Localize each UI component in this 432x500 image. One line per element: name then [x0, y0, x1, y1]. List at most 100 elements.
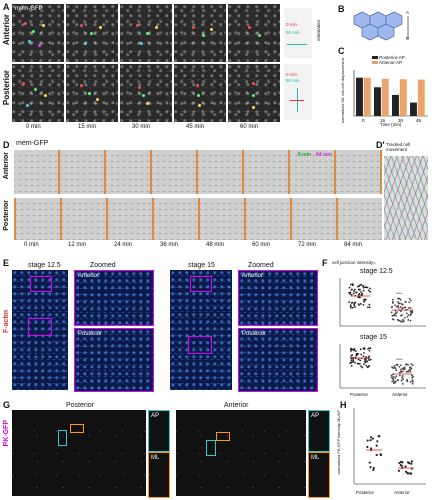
- f2-pt-1-47: [403, 368, 406, 371]
- d-time-7: 84 min: [344, 242, 363, 248]
- f1-pt-1-27: [400, 320, 403, 323]
- panel-a-row-anterior: Anterior: [2, 14, 11, 46]
- f1-pt-1-38: [408, 301, 411, 304]
- e-stage1-zoom-anterior: Anterior: [74, 270, 154, 326]
- f2-pt-1-17: [400, 379, 403, 382]
- f1-pt-1-53: [397, 302, 400, 305]
- f2-pt-0-52: [368, 347, 371, 350]
- g-posterior-inset-ml: ML: [148, 452, 170, 498]
- f1-pt-0-39: [364, 298, 367, 301]
- h-pt-1-13: [407, 472, 410, 475]
- f2-pt-1-11: [403, 366, 406, 369]
- f1-pt-0-15: [362, 289, 365, 292]
- f-stage2: stage 15: [360, 334, 387, 341]
- h-pt-0-5: [372, 468, 375, 471]
- f2-pt-0-29: [365, 355, 367, 358]
- f1-pt-0-40: [360, 283, 363, 286]
- f1-pt-1-9: [401, 318, 404, 321]
- f1-pt-1-25: [409, 314, 412, 317]
- f1-sig: ****: [396, 291, 403, 296]
- c-bar-1-2: [399, 79, 407, 116]
- f1-pt-0-34: [353, 288, 356, 291]
- f2-pt-0-41: [363, 347, 366, 350]
- f2-pt-0-5: [365, 364, 368, 367]
- f2-pt-1-35: [401, 375, 404, 377]
- h-pt-0-15: [369, 466, 372, 469]
- panel-b-hexagons: [353, 11, 409, 41]
- c-legend-1: Anterior-AP: [379, 60, 403, 65]
- f1-pt-1-37: [403, 306, 406, 309]
- f2-pt-0-63: [350, 359, 353, 362]
- f1-pt-0-21: [349, 305, 352, 308]
- f1-pt-0-30: [369, 290, 371, 293]
- f2-pt-0-50: [369, 358, 372, 361]
- f1-pt-1-46: [400, 310, 402, 313]
- c-bar-0-1: [374, 87, 381, 116]
- f1-pt-1-52: [401, 303, 404, 306]
- f1-pt-1-57: [398, 319, 401, 322]
- h-pt-0-3: [372, 466, 375, 470]
- d-time-5: 60 min: [252, 242, 271, 248]
- a-post-2: [120, 64, 172, 122]
- c-tick-1: 15: [380, 118, 386, 123]
- f1-pt-1-24: [401, 307, 403, 310]
- d-row-anterior: Anterior: [3, 152, 10, 180]
- panel-c-label: C: [338, 46, 345, 56]
- f1-pt-0-57: [349, 283, 352, 286]
- f1-pt-0-26: [351, 288, 353, 291]
- f1-pt-0-60: [358, 284, 361, 287]
- f2-pt-1-32: [411, 380, 414, 383]
- c-legend: Posterior-AP Anterior-AP: [372, 55, 405, 65]
- f2-pt-0-67: [352, 359, 355, 362]
- d-legend-0: 0 min: [298, 152, 312, 158]
- f2-pt-0-59: [352, 348, 354, 351]
- h-group-post: Posterior: [356, 490, 375, 495]
- f1-pt-1-11: [392, 318, 395, 321]
- h-pt-0-11: [369, 436, 373, 439]
- f2-pt-1-52: [394, 366, 396, 369]
- h-pt-0-10: [379, 453, 382, 456]
- f1-pt-0-28: [349, 292, 351, 295]
- d-stain: mem-GFP: [16, 140, 49, 147]
- h-pt-1-17: [401, 461, 404, 464]
- panel-a-grid: mem-GFP: [12, 4, 282, 132]
- e-stage1-zoom-posterior: Posterior: [74, 328, 154, 392]
- f2-pt-1-24: [405, 370, 408, 373]
- f2-pt-1-33: [398, 365, 401, 368]
- f2-pt-1-63: [400, 368, 403, 371]
- d-time-1: 12 min: [68, 242, 87, 248]
- panel-a-label: A: [3, 2, 10, 12]
- a-ant-0: mem-GFP: [12, 4, 64, 62]
- f2-pt-1-53: [395, 363, 398, 366]
- f2-pt-1-41: [410, 363, 413, 365]
- f1-pt-1-61: [403, 320, 405, 323]
- f-group-post: Posterior: [350, 392, 369, 397]
- f1-pt-0-66: [361, 285, 364, 287]
- f2-pt-0-2: [350, 364, 353, 367]
- d-time-3: 36 min: [160, 242, 179, 248]
- h-pt-0-6: [375, 453, 378, 457]
- f2-pt-1-27: [391, 380, 394, 383]
- f1-pt-0-65: [351, 283, 354, 285]
- c-ylabel: normalized ML cell-cell displacement: [340, 58, 345, 124]
- f2-sig: ****: [396, 357, 403, 362]
- a-stain-label: mem-GFP: [15, 6, 43, 12]
- g-anterior-title: Anterior: [224, 402, 249, 409]
- g-anterior-inset-ap: AP: [308, 410, 330, 452]
- f1-pt-1-67: [393, 314, 395, 316]
- e-stage1: stage 12.5: [28, 262, 61, 269]
- f1-pt-1-6: [394, 304, 396, 307]
- f2-pt-0-31: [362, 363, 365, 365]
- f1-pt-0-0: [358, 296, 361, 299]
- panel-g-label: G: [3, 400, 11, 410]
- c-bar-1-0: [363, 77, 371, 116]
- f1-pt-1-68: [411, 311, 414, 314]
- f2-pt-1-69: [395, 369, 398, 372]
- f1-pt-0-47: [350, 306, 352, 309]
- f1-pt-1-17: [407, 319, 410, 321]
- f-chart-stage2: ****: [339, 344, 426, 389]
- f2-pt-0-48: [362, 355, 365, 358]
- h-pt-0-13: [368, 461, 371, 464]
- h-pt-0-2: [375, 444, 378, 447]
- f1-pt-1-66: [396, 311, 398, 313]
